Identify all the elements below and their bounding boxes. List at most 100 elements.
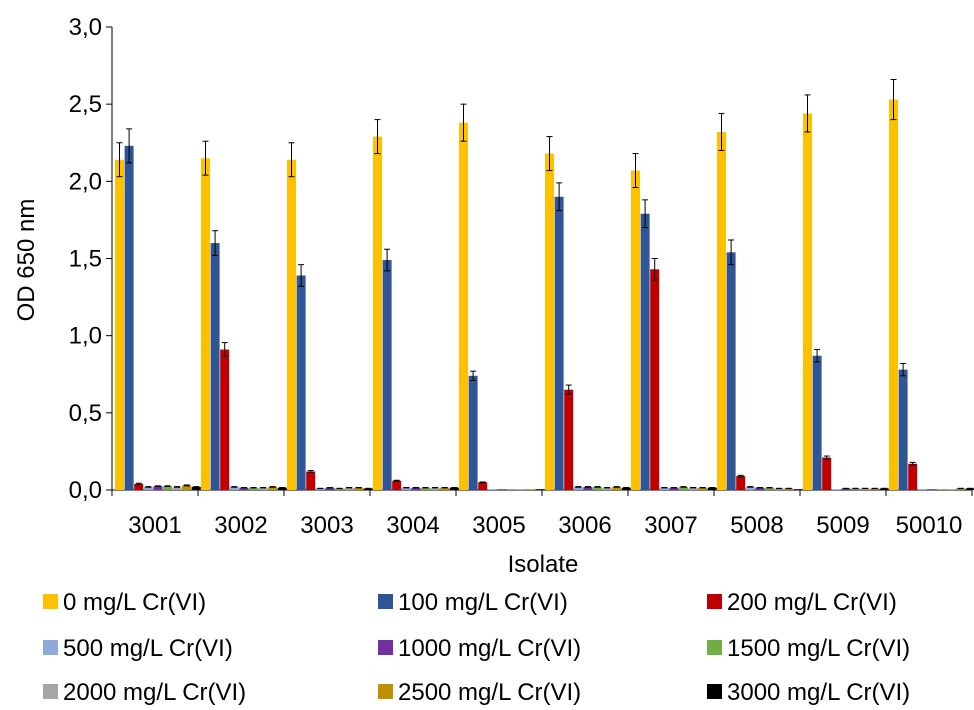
legend-swatch — [378, 594, 393, 609]
bar — [870, 488, 880, 490]
x-tick-label: 3006 — [558, 512, 611, 539]
x-tick-label: 3002 — [214, 512, 267, 539]
bar — [640, 213, 650, 490]
bar — [468, 375, 478, 490]
chart-legend: 0 mg/L Cr(VI) 100 mg/L Cr(VI) 200 mg/L Cr(… — [43, 589, 910, 706]
legend-label: 2500 mg/L Cr(VI) — [398, 679, 581, 706]
bar — [717, 131, 726, 491]
bar — [564, 389, 574, 490]
bar — [134, 483, 144, 490]
x-tick-label: 3007 — [644, 512, 697, 539]
bar — [325, 487, 335, 490]
bar — [956, 488, 966, 490]
bar — [755, 487, 765, 490]
legend-label: 200 mg/L Cr(VI) — [727, 589, 897, 616]
bar — [497, 489, 507, 490]
x-axis: 3001 3002 3003 3004 3005 3006 3007 5008 5009 5001… — [111, 489, 973, 539]
legend-label: 500 mg/L Cr(VI) — [63, 635, 233, 662]
bar — [449, 487, 459, 490]
bar — [478, 482, 488, 490]
x-tick-label: 50010 — [896, 512, 963, 539]
bar — [774, 488, 784, 490]
bar — [707, 487, 717, 490]
y-tick-label: 3,0 — [69, 14, 102, 41]
bar — [287, 159, 296, 490]
bar — [421, 487, 430, 490]
bar — [335, 488, 344, 490]
y-tick-label: 0,5 — [69, 400, 102, 427]
bar — [296, 275, 306, 490]
bar — [124, 145, 134, 490]
bar — [784, 488, 794, 490]
bar — [679, 486, 688, 490]
legend-swatch — [707, 594, 722, 609]
bar — [659, 487, 669, 490]
bar — [535, 489, 545, 490]
x-axis-title: Isolate — [508, 551, 579, 578]
bar — [621, 487, 631, 490]
legend-label: 100 mg/L Cr(VI) — [398, 589, 568, 616]
bar — [220, 349, 230, 490]
bar — [411, 487, 421, 490]
bar — [249, 487, 258, 490]
bar — [736, 476, 746, 490]
bar — [745, 486, 755, 490]
bar — [631, 170, 640, 490]
legend-swatch — [43, 594, 58, 609]
bar — [946, 489, 956, 490]
bar — [191, 486, 201, 490]
bar — [851, 488, 860, 490]
bar — [210, 243, 220, 490]
legend-swatch — [378, 640, 393, 655]
bar — [917, 489, 927, 490]
bar — [793, 489, 803, 490]
legend-label: 1500 mg/L Cr(VI) — [727, 635, 910, 662]
y-tick-label: 2,5 — [69, 91, 102, 118]
bar — [306, 471, 316, 490]
bar — [440, 487, 450, 490]
y-axis: 0,0 0,5 1,0 1,5 2,0 2,5 3,0 — [69, 14, 113, 504]
bar — [382, 260, 392, 490]
bar — [841, 488, 851, 490]
x-tick-label: 3003 — [300, 512, 353, 539]
bar — [430, 487, 440, 490]
y-axis-title: OD 650 nm — [13, 199, 40, 322]
bar — [545, 153, 554, 490]
bar — [201, 158, 210, 490]
x-tick-label: 5009 — [816, 512, 869, 539]
bar — [459, 122, 468, 490]
x-tick-label: 3001 — [128, 512, 181, 539]
bar — [153, 486, 163, 490]
bar — [182, 485, 192, 490]
bar — [392, 480, 402, 490]
bar — [143, 486, 153, 490]
bar — [526, 489, 536, 490]
chart-plot-area — [115, 78, 974, 491]
bar — [650, 269, 660, 490]
bar — [965, 488, 974, 490]
bar — [688, 487, 698, 490]
bar — [268, 486, 278, 490]
bar — [487, 489, 497, 490]
bar — [726, 252, 736, 490]
bar — [889, 99, 898, 490]
bar — [898, 369, 908, 490]
y-tick-label: 0,0 — [69, 477, 102, 504]
bar — [765, 487, 774, 490]
bar — [516, 489, 526, 490]
y-tick-label: 2,0 — [69, 168, 102, 195]
bar — [229, 486, 239, 490]
bar — [698, 487, 708, 490]
x-tick-label: 5008 — [730, 512, 783, 539]
bar — [373, 136, 382, 490]
bar — [507, 489, 516, 490]
legend-swatch — [378, 684, 393, 699]
bar — [354, 487, 364, 490]
bar — [612, 486, 622, 490]
bar — [554, 196, 564, 490]
bar — [937, 489, 946, 490]
legend-swatch — [707, 684, 722, 699]
bar — [277, 487, 287, 490]
bar — [669, 487, 679, 490]
